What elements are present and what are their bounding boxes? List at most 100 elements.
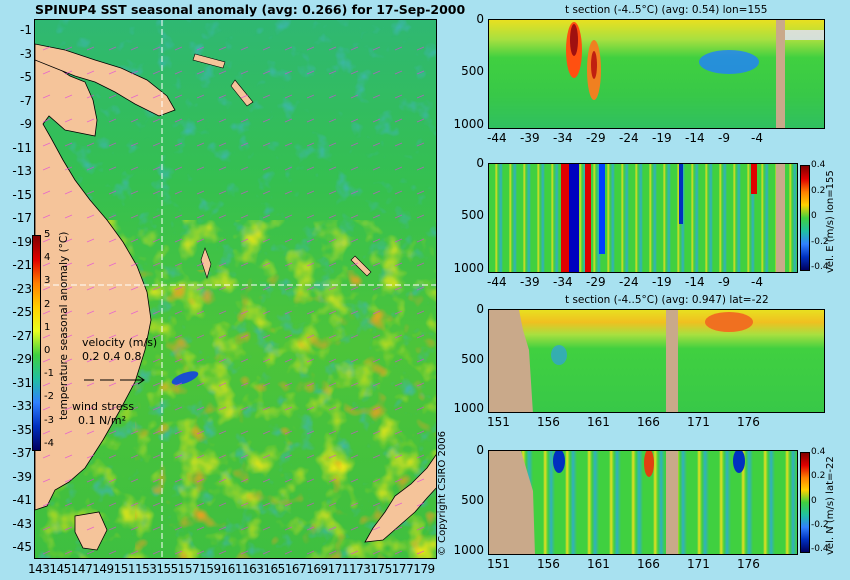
panel-x-tick: -19 xyxy=(652,131,672,145)
tasmania-landmass xyxy=(74,511,108,551)
copyright-text: © Copyright CSIRO 2006 xyxy=(437,431,448,556)
panel-x-tick: -29 xyxy=(586,131,606,145)
map-x-tick: 155 xyxy=(156,562,178,576)
section-plot[interactable] xyxy=(488,163,798,273)
map-colorbar-tick: -4 xyxy=(44,437,54,449)
panel-y-tick: 1000 xyxy=(453,260,484,275)
map-x-tick: 151 xyxy=(113,562,136,576)
map-y-tick: -41 xyxy=(12,493,32,507)
panel-colorbar-tick: -0.4 xyxy=(811,262,829,272)
panel-x-tick: -39 xyxy=(520,131,540,145)
map-x-tick: 153 xyxy=(135,562,157,576)
panel-colorbar-tick: 0 xyxy=(811,211,817,221)
panel-side-label: vel. E (m/s) lon=155 xyxy=(825,170,836,273)
map-colorbar-label: temperature seasonal anomaly (°C) xyxy=(58,231,70,420)
map-colorbar-tick: -1 xyxy=(44,368,54,380)
map-x-tick: 147 xyxy=(70,562,93,576)
panel-colorbar-tick: 0 xyxy=(811,495,817,506)
map-x-tick: 173 xyxy=(349,562,371,576)
panel-y-tick: 500 xyxy=(461,64,484,79)
section-plot[interactable] xyxy=(488,19,825,129)
section-plot[interactable] xyxy=(488,450,798,555)
map-colorbar-tick: 5 xyxy=(44,229,51,240)
panel-x-tick: 151 xyxy=(487,557,510,571)
panel-x-tick: -34 xyxy=(553,131,573,145)
new-guinea-landmass xyxy=(35,43,176,117)
map-y-tick: -35 xyxy=(12,422,32,437)
map-y-tick: -25 xyxy=(12,305,32,319)
panel-x-tick: 171 xyxy=(687,415,710,429)
map-colorbar-tick: 2 xyxy=(44,298,51,310)
panel-y-tick: 0 xyxy=(476,443,484,457)
velocity-vectors xyxy=(42,46,425,555)
section-plot-canvas xyxy=(489,310,753,412)
map-y-tick: -31 xyxy=(12,375,32,390)
map-canvas xyxy=(35,20,436,558)
map-colorbar-tick: 0 xyxy=(44,345,51,356)
panel-x-tick: 151 xyxy=(487,415,510,429)
map-y-tick: -19 xyxy=(12,234,32,249)
panel-colorbar-tick: 0.2 xyxy=(811,185,826,196)
panel-x-tick: -4 xyxy=(751,275,763,289)
map-y-tick: -29 xyxy=(12,352,32,366)
new-zealand-landmass xyxy=(364,454,436,543)
sst-anomaly-map[interactable] xyxy=(34,19,437,559)
map-x-tick: 177 xyxy=(391,562,414,576)
panel-x-tick: -9 xyxy=(718,275,730,289)
panel-x-tick: 166 xyxy=(637,415,660,429)
map-y-tick: -1 xyxy=(20,23,32,37)
wind-legend-label: wind stress xyxy=(72,400,135,413)
section-plot-canvas xyxy=(566,20,824,128)
map-x-tick: 175 xyxy=(370,562,392,576)
panel-colorbar xyxy=(800,165,810,271)
panel-x-tick: -39 xyxy=(520,275,540,289)
panel-title: t section (-4..5°C) (avg: 0.54) lon=155 xyxy=(565,4,768,16)
panel-colorbar-tick: -0.2 xyxy=(811,519,829,530)
map-y-tick: -17 xyxy=(12,211,32,225)
map-x-tick: 157 xyxy=(177,562,200,576)
map-x-tick: 149 xyxy=(92,562,114,576)
panel-y-tick: 1000 xyxy=(453,543,484,557)
panel-colorbar-tick: 0.4 xyxy=(811,160,826,170)
panel-y-tick: 1000 xyxy=(453,401,484,416)
velocity-legend-scale: 0.2 0.4 0.8 xyxy=(82,350,142,363)
panel-x-tick: 171 xyxy=(687,557,710,571)
map-y-tick: -15 xyxy=(12,187,32,202)
map-y-tick: -11 xyxy=(12,140,32,155)
map-x-tick: 163 xyxy=(242,562,264,576)
panel-x-tick: 166 xyxy=(637,557,660,571)
map-y-tick: -39 xyxy=(12,469,32,484)
map-x-tick: 145 xyxy=(49,562,71,576)
panel-x-tick: 156 xyxy=(537,557,560,571)
panel-y-tick: 0 xyxy=(476,12,484,26)
panel-x-tick: -24 xyxy=(619,131,639,145)
panel-x-tick: 161 xyxy=(587,415,610,429)
panel-x-tick: 176 xyxy=(737,415,760,429)
map-y-tick: -33 xyxy=(12,399,32,413)
panel-x-tick: -4 xyxy=(751,131,763,145)
panel-y-tick: 1000 xyxy=(453,116,484,131)
panel-y-tick: 500 xyxy=(461,208,484,223)
map-colorbar-tick: 3 xyxy=(44,275,51,287)
map-x-tick: 165 xyxy=(263,562,285,576)
panel-x-tick: -9 xyxy=(718,131,730,145)
map-x-tick: 169 xyxy=(306,562,328,576)
map-colorbar xyxy=(32,235,41,451)
map-y-tick: -27 xyxy=(12,328,32,343)
panel-y-tick: 500 xyxy=(461,493,484,507)
panel-colorbar-tick: -0.2 xyxy=(811,236,829,247)
panel-x-tick: 176 xyxy=(737,557,760,571)
panel-y-tick: 0 xyxy=(476,156,484,170)
map-y-tick: -5 xyxy=(20,70,32,84)
map-colorbar-tick: -2 xyxy=(44,391,54,403)
map-y-tick: -43 xyxy=(12,516,32,531)
section-plot[interactable] xyxy=(488,309,825,413)
velocity-legend-label: velocity (m/s) xyxy=(82,336,158,349)
map-x-tick: 167 xyxy=(284,562,307,576)
panel-x-tick: 161 xyxy=(587,557,610,571)
panel-colorbar-tick: 0.4 xyxy=(811,447,826,457)
map-colorbar-tick: -3 xyxy=(44,414,54,426)
map-x-tick: 161 xyxy=(220,562,243,576)
map-colorbar-tick: 1 xyxy=(44,321,51,333)
panel-x-tick: -34 xyxy=(553,275,573,289)
